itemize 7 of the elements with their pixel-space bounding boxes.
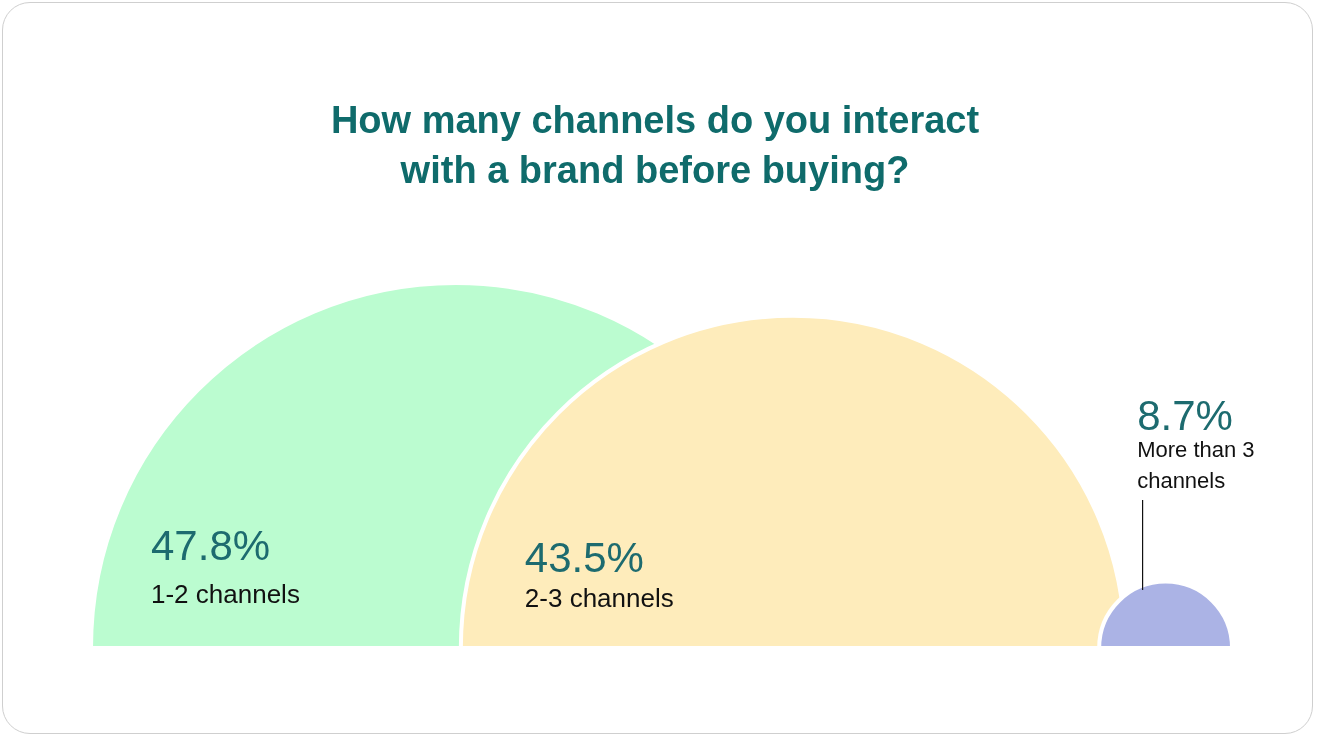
category-label: More than 3 channels [1137,437,1255,493]
data-label: 47.8% [151,522,271,569]
text: How many channels do you interact with a brand before buying? [330,99,980,191]
category-label: 1-2 channels [151,579,300,609]
data-label: 43.5% [524,534,644,581]
category-label: 2-3 channels [524,583,674,613]
data-label: 8.7% [1137,392,1233,439]
